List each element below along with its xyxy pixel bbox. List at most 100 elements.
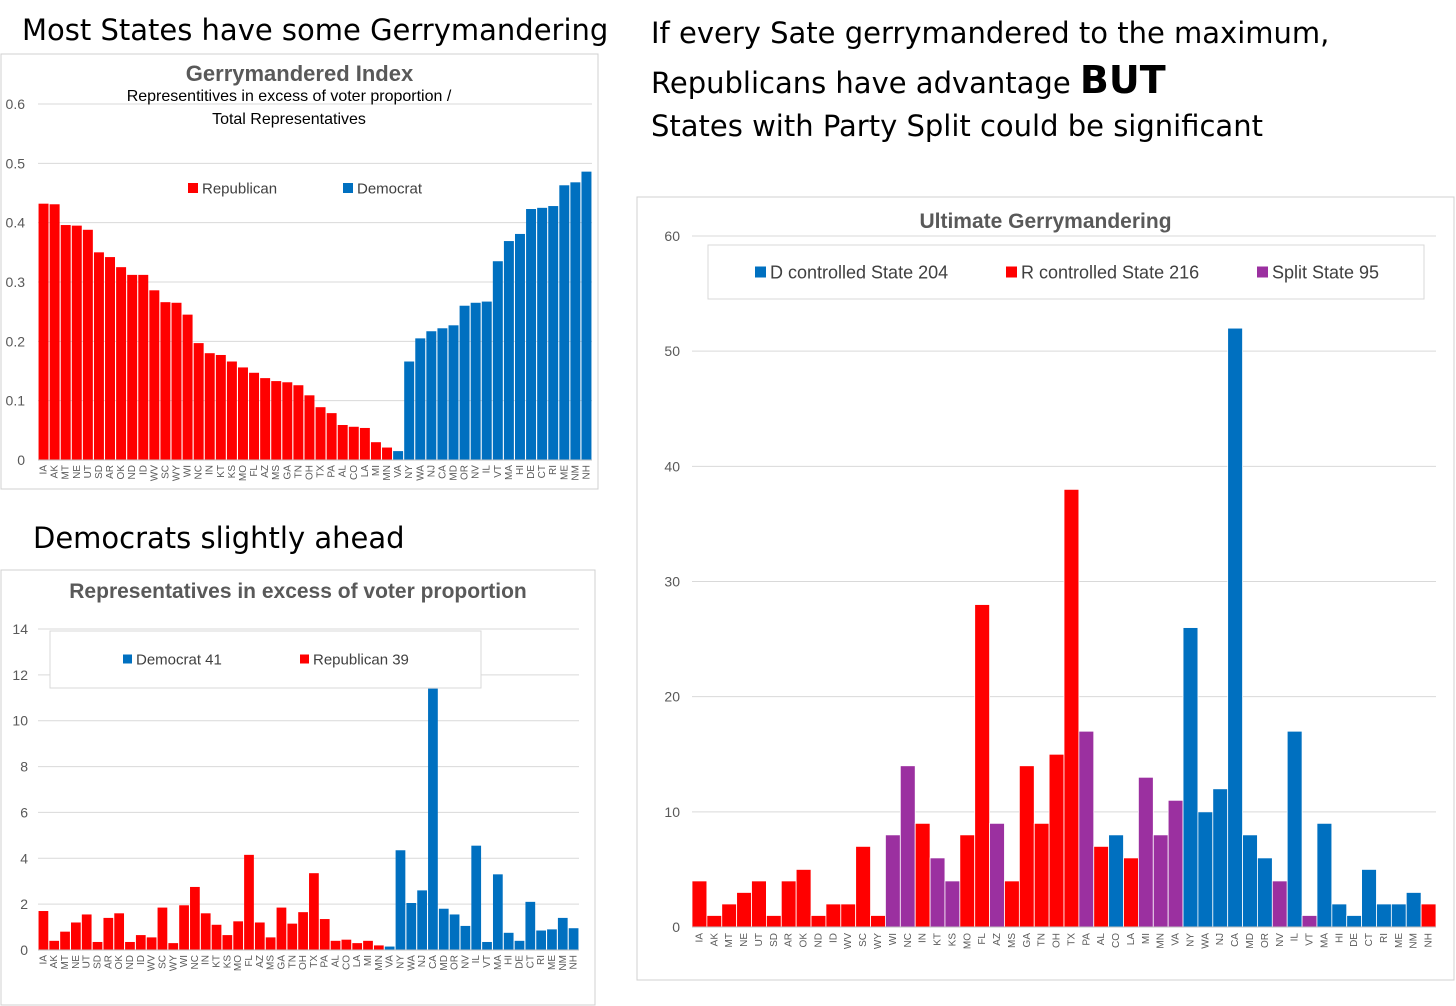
gerrymandered-index-subtitle-line2: Total Representatives xyxy=(212,111,366,128)
excess-representatives-x-label: NE xyxy=(71,955,82,969)
ultimate-gerrymandering-legend-swatch xyxy=(1006,266,1017,278)
gerrymandered-index-x-label: UT xyxy=(83,465,94,478)
ultimate-gerrymandering-x-label: CO xyxy=(1111,933,1122,948)
ultimate-gerrymandering-x-label: CA xyxy=(1230,933,1241,947)
ultimate-gerrymandering-bar-ri xyxy=(1376,903,1392,928)
excess-representatives-bar-ks xyxy=(222,935,233,950)
gerrymandered-index-bar-ga xyxy=(282,382,293,460)
excess-representatives-bar-mo xyxy=(233,921,244,950)
gerrymandered-index-x-label: RI xyxy=(548,465,559,475)
gerrymandered-index-legend-label: Republican xyxy=(202,180,277,197)
ultimate-gerrymandering-bar-az xyxy=(989,822,1005,928)
gerrymandered-index-x-label: KS xyxy=(227,465,238,479)
gerrymandered-index-x-label: KT xyxy=(216,465,227,478)
excess-representatives-bar-ak xyxy=(49,940,60,950)
excess-representatives-x-label: CA xyxy=(428,955,439,969)
excess-representatives-title: Representatives in excess of voter propo… xyxy=(69,580,526,603)
gerrymandered-index-subtitle-line1: Representitives in excess of voter propo… xyxy=(127,88,452,105)
excess-representatives-bar-co xyxy=(341,939,352,950)
excess-representatives-bar-ct xyxy=(525,901,536,950)
gerrymandered-index-x-label: AL xyxy=(338,465,349,478)
excess-representatives-ytick-label: 2 xyxy=(20,896,28,912)
excess-representatives-x-label: AK xyxy=(49,955,60,969)
gerrymandered-index-bar-ct xyxy=(537,207,548,460)
gerrymandered-index-x-label: MO xyxy=(238,465,249,481)
gerrymandered-index-x-label: MT xyxy=(61,465,72,479)
excess-representatives-x-label: NH xyxy=(569,955,580,969)
excess-representatives-legend-box xyxy=(49,630,482,689)
excess-representatives-bar-ia xyxy=(38,911,49,950)
ultimate-gerrymandering-x-label: FL xyxy=(977,933,988,945)
excess-representatives-bar-wi xyxy=(179,905,189,950)
gerrymandered-index-bar-tn xyxy=(293,385,304,460)
gerrymandered-index-ytick-label: 0.4 xyxy=(6,215,26,231)
gerrymandered-index-bar-ne xyxy=(71,225,82,460)
ultimate-gerrymandering-bar-fl xyxy=(974,604,990,928)
gerrymandered-index-x-label: OH xyxy=(304,465,315,480)
excess-representatives-x-label: AZ xyxy=(255,955,266,968)
ultimate-gerrymandering-x-label: AR xyxy=(784,933,795,947)
gerrymandered-index-x-label: SD xyxy=(94,465,105,479)
gerrymandered-index-bar-wa xyxy=(415,338,426,460)
gerrymandered-index-bar-ak xyxy=(49,204,60,460)
excess-representatives-bar-md xyxy=(438,908,449,950)
ultimate-gerrymandering-x-label: AL xyxy=(1096,933,1107,946)
ultimate-gerrymandering-x-label: VA xyxy=(1171,933,1182,946)
excess-representatives-bar-fl xyxy=(244,854,254,950)
gerrymandered-index-x-label: NV xyxy=(471,465,482,479)
excess-representatives-ytick-label: 14 xyxy=(12,621,28,637)
excess-representatives-x-label: WA xyxy=(406,955,417,971)
gerrymandered-index-bar-nv xyxy=(470,302,481,460)
ultimate-gerrymandering-bar-tx xyxy=(1063,488,1080,928)
excess-representatives-bar-nj xyxy=(417,890,427,950)
gerrymandered-index-ytick-label: 0 xyxy=(17,452,25,468)
ultimate-gerrymandering-x-label: OR xyxy=(1260,933,1271,948)
ultimate-gerrymandering-x-label: KS xyxy=(947,933,958,947)
gerrymandered-index-bar-ca xyxy=(437,328,448,460)
gerrymandered-index-bar-mi xyxy=(370,442,381,460)
ultimate-gerrymandering-bar-ms xyxy=(1004,880,1020,928)
ultimate-gerrymandering-bar-de xyxy=(1346,915,1362,928)
excess-representatives-x-label: GA xyxy=(276,955,287,970)
ultimate-gerrymandering-x-label: ND xyxy=(813,933,824,947)
ultimate-gerrymandering-legend-label: Split State 95 xyxy=(1272,262,1379,282)
excess-representatives-x-label: VA xyxy=(385,955,396,968)
gerrymandered-index-bar-il xyxy=(481,301,492,460)
gerrymandered-index-x-label: WI xyxy=(183,465,194,477)
ultimate-gerrymandering-bar-sd xyxy=(766,915,782,928)
ultimate-gerrymandering-bar-me xyxy=(1390,903,1407,928)
ultimate-gerrymandering-bar-mo xyxy=(959,834,976,928)
gerrymandered-index-bar-wv xyxy=(149,290,160,460)
ultimate-gerrymandering-ytick-label: 0 xyxy=(672,919,680,935)
gerrymandered-index-x-label: ID xyxy=(138,465,149,475)
ultimate-gerrymandering-bar-hi xyxy=(1331,903,1348,928)
ultimate-gerrymandering-x-label: NC xyxy=(903,933,914,947)
excess-representatives-x-label: WY xyxy=(168,955,179,971)
excess-representatives-x-label: MI xyxy=(363,955,374,966)
gerrymandered-index-bar-ma xyxy=(503,241,514,460)
ultimate-gerrymandering-x-label: AZ xyxy=(992,933,1003,946)
excess-representatives-x-label: KT xyxy=(212,955,223,968)
excess-representatives-x-label: IA xyxy=(38,955,49,965)
excess-representatives-x-label: OH xyxy=(298,955,309,970)
gerrymandered-index-x-label: NJ xyxy=(426,465,437,477)
ultimate-gerrymandering-x-label: TX xyxy=(1066,933,1077,946)
gerrymandered-index-bar-id xyxy=(138,274,149,460)
excess-representatives-x-label: NV xyxy=(460,955,471,969)
excess-representatives-x-label: TN xyxy=(287,955,298,968)
gerrymandered-index-bar-mt xyxy=(60,225,71,460)
ultimate-gerrymandering-bar-mn xyxy=(1152,834,1169,928)
excess-representatives-bar-ok xyxy=(114,913,125,950)
excess-representatives-x-label: NM xyxy=(558,955,569,971)
ultimate-gerrymandering-ytick-label: 60 xyxy=(664,228,680,244)
excess-representatives-bar-wv xyxy=(146,937,157,950)
gerrymandered-index-x-label: IA xyxy=(39,465,50,475)
ultimate-gerrymandering-x-label: VT xyxy=(1305,933,1316,946)
excess-representatives-bar-nh xyxy=(568,928,579,950)
excess-representatives-ytick-label: 8 xyxy=(20,759,28,775)
excess-representatives-bar-il xyxy=(471,845,482,950)
ultimate-gerrymandering-bar-va xyxy=(1167,799,1184,928)
ultimate-gerrymandering-x-label: IA xyxy=(694,933,705,943)
ultimate-gerrymandering-bar-ak xyxy=(706,915,723,928)
